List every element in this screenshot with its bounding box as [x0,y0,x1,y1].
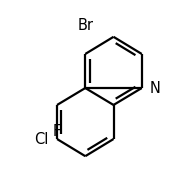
Text: F: F [53,124,61,139]
Text: Cl: Cl [34,132,48,146]
Text: N: N [150,80,160,96]
Text: Br: Br [77,18,93,33]
